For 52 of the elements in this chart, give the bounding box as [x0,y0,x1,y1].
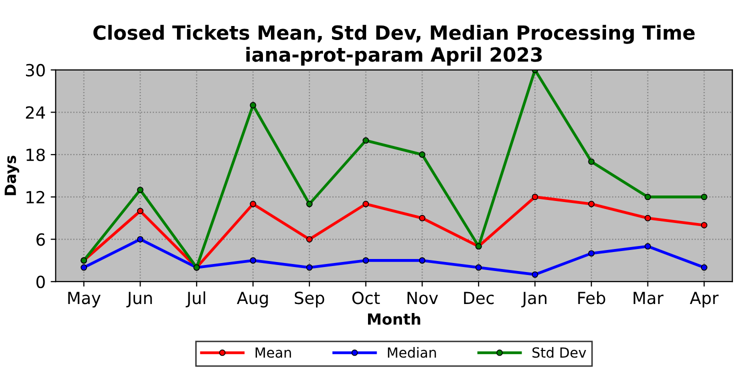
point [250,200,256,208]
x-tick-label: Nov [408,292,438,304]
legend-label: Median [388,347,436,358]
x-tick-label: Jun [126,292,152,308]
point [419,214,426,222]
x-tick-label: May [68,292,101,308]
point [700,194,708,200]
x-tick-label: Dec [464,292,494,304]
point [700,222,708,228]
point [137,186,144,194]
point [250,257,256,264]
y-tick-label: 18 [26,148,45,162]
x-tick-label: Oct [352,292,380,304]
point [306,200,313,208]
y-axis-title: Days [4,156,20,196]
x-axis-title: Month [368,313,420,325]
x-tick-label: Mar [634,292,664,304]
chart-title: Closed Tickets Mean, Std Dev, Median Processing Time iana-prot-param April 2023 [93,24,695,66]
point [475,264,482,271]
y-tick-label: 30 [26,64,45,76]
point [644,243,651,250]
y-tick-label: 24 [26,106,45,119]
point [532,271,538,278]
x-tick-label: Feb [578,291,606,304]
x-tick-label: Aug [236,292,268,308]
point [419,151,426,158]
point [419,257,426,264]
y-tick-label: 0 [36,276,45,288]
point [588,158,595,165]
x-tick-label: Jul [186,291,206,308]
x-tick-label: Sep [294,292,324,308]
x-tick-label: Apr [690,292,719,308]
point [532,194,538,200]
point [306,236,313,242]
point [588,250,595,257]
point [362,257,370,264]
y-tick-label: 6 [36,233,45,246]
point [588,200,595,208]
point [644,194,651,200]
point [306,264,313,271]
y-tick-label: 12 [26,190,44,204]
point [362,200,370,208]
point [137,236,144,242]
point [80,264,88,271]
legend-label: Mean [256,347,291,358]
legend-label: Std Dev [532,347,586,358]
point [250,102,256,108]
point [137,208,144,214]
point [362,137,370,144]
point [700,264,708,271]
x-tick-label: Jan [521,292,546,308]
point [644,214,651,222]
